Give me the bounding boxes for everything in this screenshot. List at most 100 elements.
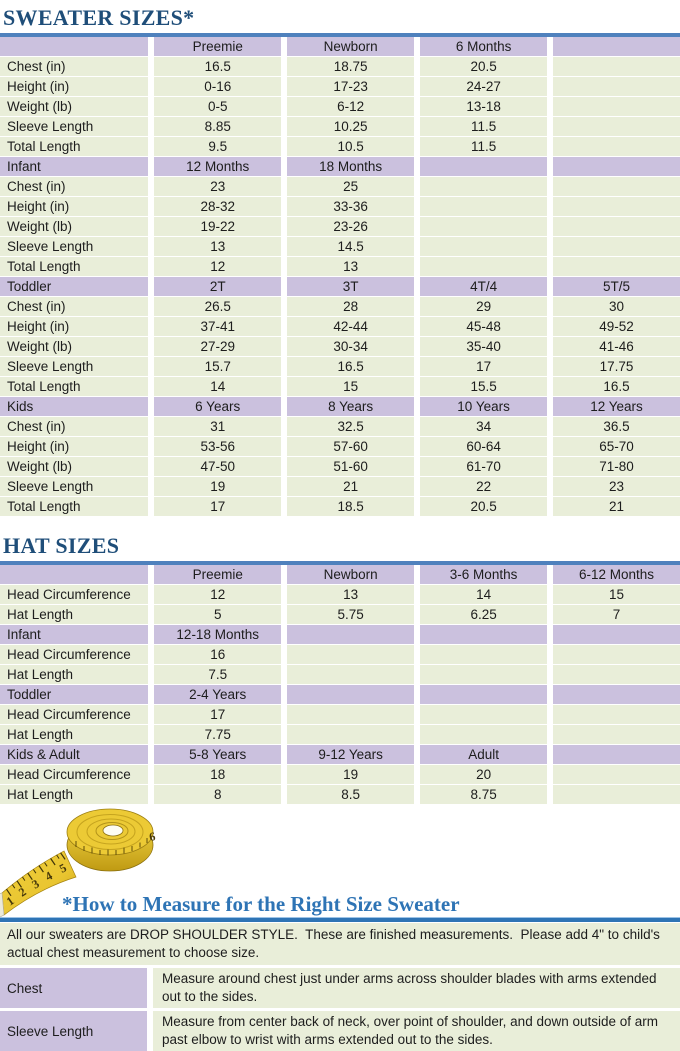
size-value: 32.5 [281, 417, 415, 437]
size-value: 0-5 [148, 97, 282, 117]
size-value: 65-70 [547, 437, 680, 457]
size-value [547, 645, 680, 665]
size-value [547, 765, 680, 785]
row-label: Total Length [0, 257, 149, 277]
size-value: 18.75 [281, 57, 415, 77]
size-value: 11.5 [414, 117, 548, 137]
size-value: 17-23 [281, 77, 415, 97]
size-value: 5.75 [281, 605, 415, 625]
size-column-header: 5-8 Years [148, 745, 282, 765]
table-row: Total Length 14 15 15.5 16.5 [0, 377, 680, 397]
size-value: 49-52 [547, 317, 680, 337]
size-column-header: 3-6 Months [414, 565, 548, 585]
table-row: Sleeve Length 8.85 10.25 11.5 [0, 117, 680, 137]
section-label: Infant [0, 625, 149, 645]
size-column-header: 3T [281, 277, 415, 297]
size-value [414, 217, 548, 237]
size-value: 17.75 [547, 357, 680, 377]
row-label: Hat Length [0, 665, 149, 685]
size-value: 18.5 [281, 497, 415, 517]
section-label [0, 565, 149, 585]
table-row: Hat Length 7.75 [0, 725, 680, 745]
size-value [414, 665, 548, 685]
size-value: 61-70 [414, 457, 548, 477]
row-label: Head Circumference [0, 645, 149, 665]
row-label: Total Length [0, 497, 149, 517]
size-value: 31 [148, 417, 282, 437]
row-label: Weight (lb) [0, 97, 149, 117]
size-value: 11.5 [414, 137, 548, 157]
size-value [547, 217, 680, 237]
measure-title-rule [0, 917, 680, 922]
size-value: 33-36 [281, 197, 415, 217]
size-column-header [281, 685, 415, 705]
size-value [547, 237, 680, 257]
hat-sizes-title: HAT SIZES [3, 533, 120, 558]
size-value [547, 117, 680, 137]
size-value: 14.5 [281, 237, 415, 257]
size-value: 14 [414, 585, 548, 605]
size-column-header: Newborn [281, 37, 415, 57]
table-row: Head Circumference 18 19 20 [0, 765, 680, 785]
row-label: Height (in) [0, 317, 149, 337]
size-value: 23 [547, 477, 680, 497]
size-column-header: 10 Years [414, 397, 548, 417]
size-value: 17 [148, 705, 282, 725]
size-column-header [414, 625, 548, 645]
size-value: 25 [281, 177, 415, 197]
size-value: 10.5 [281, 137, 415, 157]
size-value: 26.5 [148, 297, 282, 317]
size-value: 17 [148, 497, 282, 517]
size-value: 8.85 [148, 117, 282, 137]
size-value: 20.5 [414, 497, 548, 517]
size-column-header: 5T/5 [547, 277, 680, 297]
size-value: 19 [148, 477, 282, 497]
size-value: 29 [414, 297, 548, 317]
size-value: 8.75 [414, 785, 548, 805]
size-value [281, 705, 415, 725]
size-column-header: 2-4 Years [148, 685, 282, 705]
size-value: 13-18 [414, 97, 548, 117]
size-column-header: 12 Years [547, 397, 680, 417]
size-column-header [547, 625, 680, 645]
size-value [414, 705, 548, 725]
size-value [547, 77, 680, 97]
section-header-row: Kids & Adult 5-8 Years 9-12 Years Adult [0, 745, 680, 765]
size-column-header [547, 685, 680, 705]
size-value: 6-12 [281, 97, 415, 117]
how-to-measure-title: *How to Measure for the Right Size Sweat… [62, 892, 460, 916]
section-header-row: Kids 6 Years 8 Years 10 Years 12 Years [0, 397, 680, 417]
row-label: Head Circumference [0, 765, 149, 785]
table-row: Weight (lb) 47-50 51-60 61-70 71-80 [0, 457, 680, 477]
size-column-header [547, 157, 680, 177]
table-row: Hat Length 8 8.5 8.75 [0, 785, 680, 805]
section-label: Toddler [0, 277, 149, 297]
table-row: Chest (in) 31 32.5 34 36.5 [0, 417, 680, 437]
table-row: Head Circumference 12 13 14 15 [0, 585, 680, 605]
size-value: 13 [148, 237, 282, 257]
size-value [281, 665, 415, 685]
size-column-header: Adult [414, 745, 548, 765]
row-label: Sleeve Length [0, 477, 149, 497]
size-column-header [281, 625, 415, 645]
size-value: 17 [414, 357, 548, 377]
row-label: Hat Length [0, 605, 149, 625]
size-column-header: Preemie [148, 37, 282, 57]
table-row: Weight (lb) 19-22 23-26 [0, 217, 680, 237]
row-label: Weight (lb) [0, 337, 149, 357]
row-label: Sleeve Length [0, 357, 149, 377]
size-value: 19-22 [148, 217, 282, 237]
section-header-row: Preemie Newborn 6 Months [0, 37, 680, 57]
size-value: 7 [547, 605, 680, 625]
size-value: 18 [148, 765, 282, 785]
size-value: 5 [148, 605, 282, 625]
size-value: 9.5 [148, 137, 282, 157]
size-value: 23-26 [281, 217, 415, 237]
tape-number: 5 [57, 860, 69, 875]
row-label: Chest (in) [0, 57, 149, 77]
size-value: 20.5 [414, 57, 548, 77]
size-value [547, 137, 680, 157]
size-value [547, 785, 680, 805]
